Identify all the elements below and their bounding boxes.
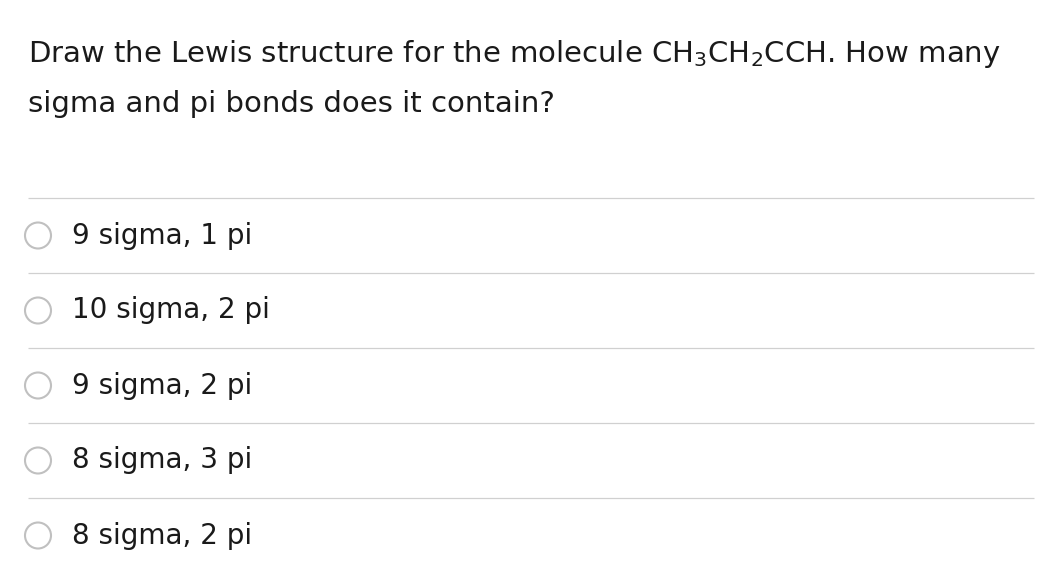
Text: 9 sigma, 1 pi: 9 sigma, 1 pi <box>72 222 253 250</box>
Text: 10 sigma, 2 pi: 10 sigma, 2 pi <box>72 296 270 324</box>
Text: 9 sigma, 2 pi: 9 sigma, 2 pi <box>72 372 253 400</box>
Text: Draw the Lewis structure for the molecule $\mathregular{CH_3CH_2CCH}$. How many: Draw the Lewis structure for the molecul… <box>28 38 1000 70</box>
Text: sigma and pi bonds does it contain?: sigma and pi bonds does it contain? <box>28 90 554 118</box>
Text: 8 sigma, 3 pi: 8 sigma, 3 pi <box>72 446 253 474</box>
Text: 8 sigma, 2 pi: 8 sigma, 2 pi <box>72 522 252 549</box>
